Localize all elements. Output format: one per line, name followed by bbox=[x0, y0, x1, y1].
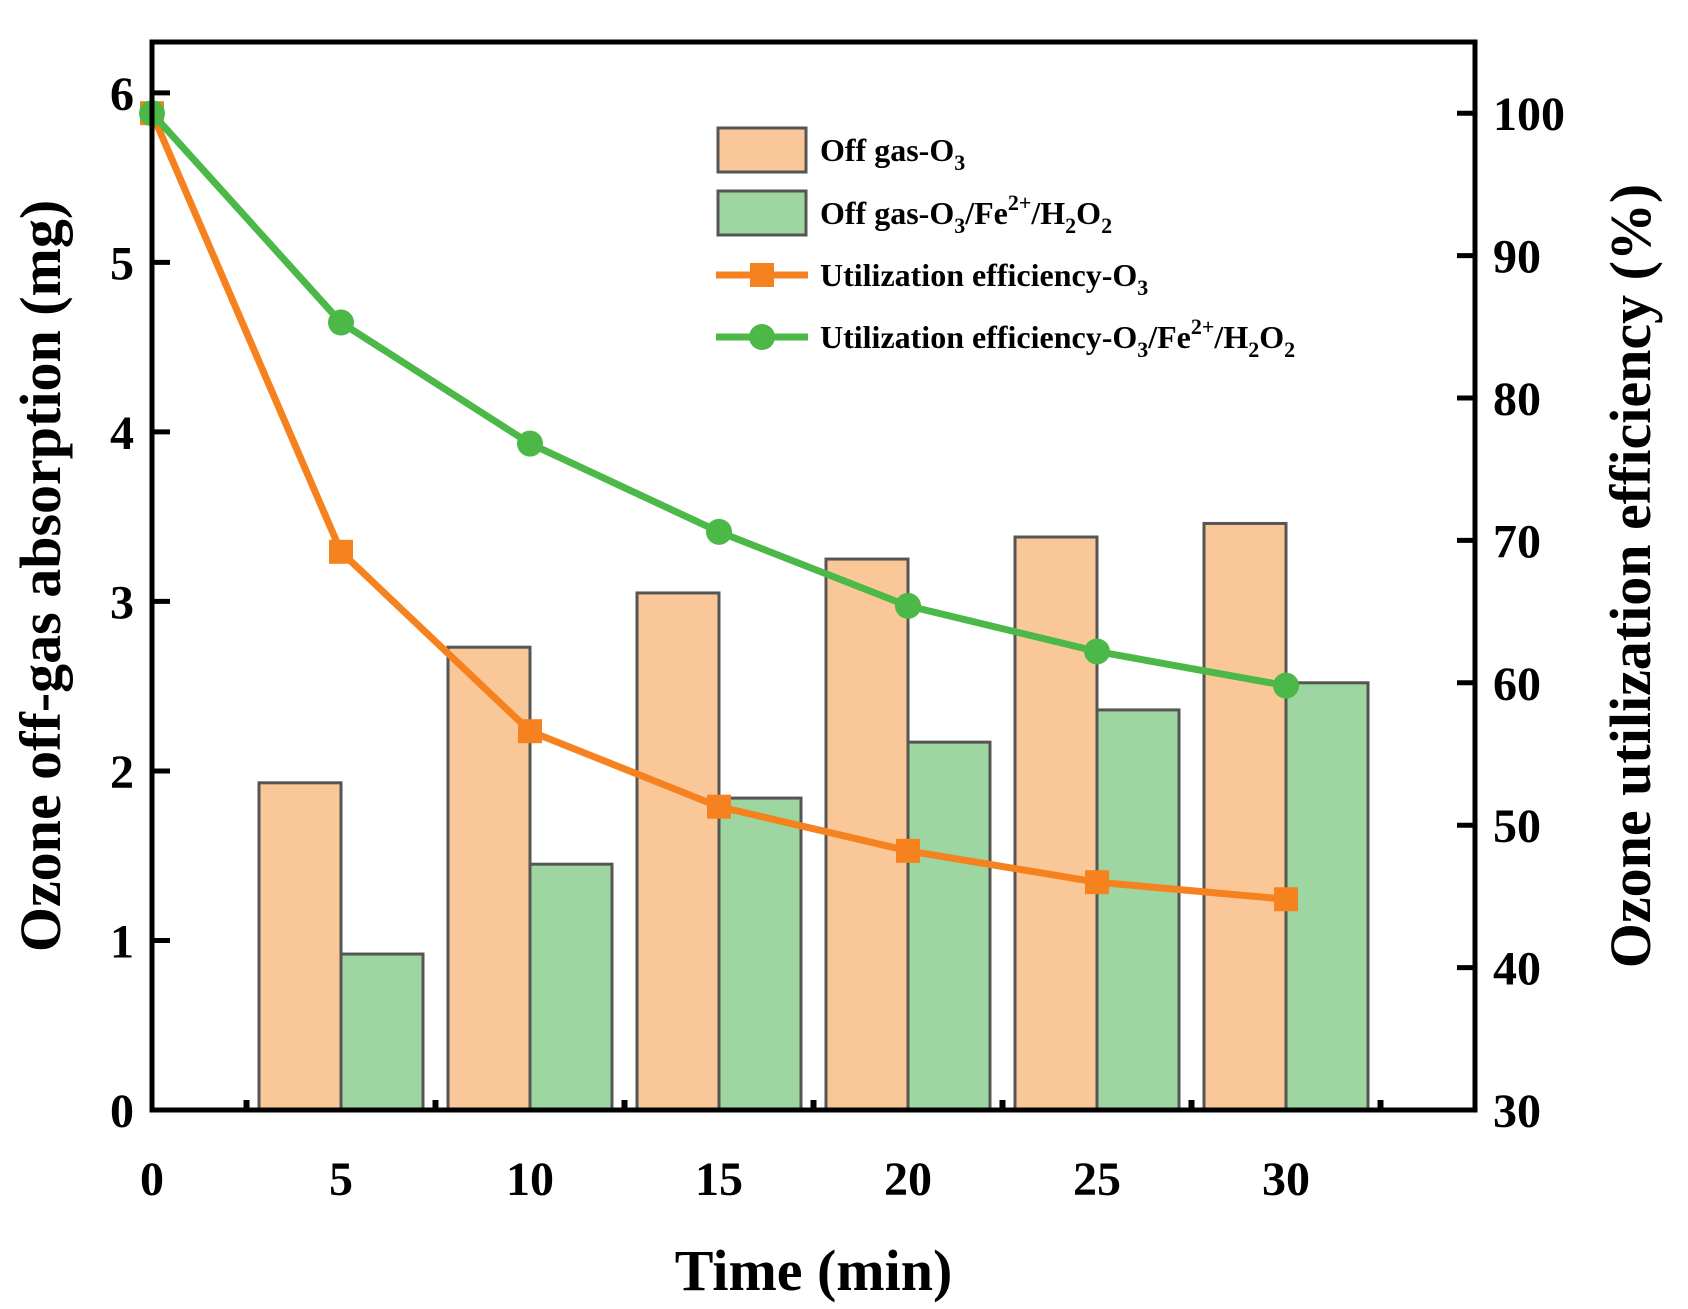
bar-o3-25 bbox=[1013, 535, 1099, 1112]
legend-label-2: Utilization efficiency-O3 bbox=[820, 257, 1148, 300]
legend-label-0: Off gas-O3 bbox=[820, 132, 965, 175]
marker-circle-20 bbox=[895, 592, 921, 619]
legend-label-part: /Fe bbox=[964, 195, 1008, 231]
right-axis-title: Ozone utilization efficiency (%) bbox=[1598, 184, 1663, 968]
marker-square-20 bbox=[896, 838, 920, 863]
bar-o3-5 bbox=[257, 781, 343, 1112]
right-tick-label-70: 70 bbox=[1493, 515, 1541, 568]
legend-label-part: Utilization efficiency-O bbox=[820, 319, 1137, 355]
legend-label-1: Off gas-O3/Fe2+/H2O2 bbox=[820, 190, 1112, 238]
right-tick-label-80: 80 bbox=[1493, 373, 1541, 426]
marker-square-5 bbox=[329, 539, 353, 564]
bar-o3-30 bbox=[1202, 521, 1288, 1112]
bar-o3-fe-h2o2-20 bbox=[906, 740, 992, 1112]
legend-label-part: 2+ bbox=[1191, 314, 1215, 339]
right-tick-label-40: 40 bbox=[1493, 943, 1541, 996]
legend-label-part: 2 bbox=[1248, 337, 1259, 362]
left-tick-label-0: 0 bbox=[110, 1085, 134, 1138]
right-tick-label-100: 100 bbox=[1493, 88, 1565, 141]
marker-square-10 bbox=[518, 719, 542, 744]
left-tick-label-6: 6 bbox=[110, 68, 134, 121]
legend-label-part: 2 bbox=[1284, 337, 1295, 362]
marker-circle-10 bbox=[517, 430, 543, 457]
right-tick-label-90: 90 bbox=[1493, 231, 1541, 284]
bar-o3-fe-h2o2-25 bbox=[1095, 708, 1181, 1112]
bar-o3-fe-h2o2-30 bbox=[1284, 681, 1370, 1112]
legend-marker-2 bbox=[750, 263, 774, 287]
bar-o3-fe-h2o2-5 bbox=[339, 952, 425, 1112]
legend-marker-3 bbox=[749, 324, 775, 350]
left-tick-label-5: 5 bbox=[110, 237, 134, 290]
left-tick-label-3: 3 bbox=[110, 576, 134, 629]
legend-label-part: Off gas-O bbox=[820, 132, 954, 168]
right-tick-label-60: 60 bbox=[1493, 658, 1541, 711]
legend-swatch-0 bbox=[716, 126, 808, 174]
legend-label-part: Off gas-O bbox=[820, 195, 954, 231]
marker-circle-30 bbox=[1273, 672, 1299, 699]
left-tick-label-4: 4 bbox=[110, 407, 134, 460]
marker-square-30 bbox=[1274, 887, 1298, 912]
bar-o3-15 bbox=[635, 591, 721, 1112]
x-tick-label-15: 15 bbox=[695, 1153, 743, 1206]
legend-label-part: 2 bbox=[1065, 213, 1076, 238]
marker-circle-15 bbox=[706, 518, 732, 545]
x-tick-label-5: 5 bbox=[329, 1153, 353, 1206]
x-tick-label-25: 25 bbox=[1073, 1153, 1121, 1206]
bar-o3-10 bbox=[446, 645, 532, 1112]
right-tick-label-50: 50 bbox=[1493, 800, 1541, 853]
legend-label-part: 3 bbox=[1137, 337, 1148, 362]
marker-circle-5 bbox=[328, 309, 354, 336]
marker-circle-25 bbox=[1084, 638, 1110, 665]
legend-label-part: 2+ bbox=[1008, 190, 1032, 215]
left-axis-title: Ozone off-gas absorption (mg) bbox=[8, 200, 73, 952]
legend-swatch-1 bbox=[716, 189, 808, 237]
axes-layer: 0 1 2 3 4 5 6 30 40 50 60 70 80 90 100 0 5 10 15 20 25 30 Time… bbox=[8, 39, 1663, 1303]
lines-layer bbox=[139, 100, 1299, 912]
left-tick-label-1: 1 bbox=[110, 915, 134, 968]
marker-square-25 bbox=[1085, 870, 1109, 895]
x-tick-label-20: 20 bbox=[884, 1153, 932, 1206]
legend-label-part: /Fe bbox=[1147, 319, 1191, 355]
legend-label-part: 3 bbox=[1137, 275, 1148, 300]
bars-layer bbox=[257, 521, 1370, 1112]
legend-label-part: O bbox=[1076, 195, 1101, 231]
legend-label-part: O bbox=[1259, 319, 1284, 355]
marker-square-15 bbox=[707, 794, 731, 819]
bar-o3-fe-h2o2-10 bbox=[528, 862, 614, 1112]
legend-label-part: /H bbox=[1213, 319, 1248, 355]
legend-label-part: 3 bbox=[954, 150, 965, 175]
bar-o3-fe-h2o2-15 bbox=[717, 796, 803, 1112]
x-tick-label-0: 0 bbox=[140, 1153, 164, 1206]
legend-label-3: Utilization efficiency-O3/Fe2+/H2O2 bbox=[820, 314, 1295, 362]
x-axis-title: Time (min) bbox=[675, 1238, 953, 1303]
right-tick-label-30: 30 bbox=[1493, 1085, 1541, 1138]
x-tick-label-30: 30 bbox=[1262, 1153, 1310, 1206]
left-tick-label-2: 2 bbox=[110, 746, 134, 799]
legend-label-part: 2 bbox=[1101, 213, 1112, 238]
legend-label-part: /H bbox=[1030, 195, 1065, 231]
x-tick-label-10: 10 bbox=[506, 1153, 554, 1206]
legend-label-part: 3 bbox=[954, 213, 965, 238]
legend-label-part: Utilization efficiency-O bbox=[820, 257, 1137, 293]
